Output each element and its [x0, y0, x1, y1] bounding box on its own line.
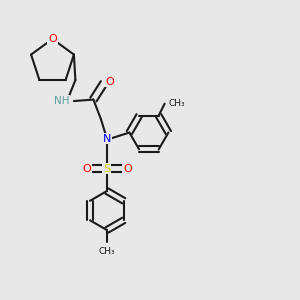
Text: O: O — [48, 34, 57, 44]
Text: NH: NH — [54, 96, 70, 106]
Text: O: O — [105, 76, 114, 86]
Text: N: N — [103, 134, 111, 143]
Text: CH₃: CH₃ — [168, 99, 185, 108]
Text: O: O — [82, 164, 91, 173]
Text: O: O — [123, 164, 132, 173]
Text: S: S — [103, 164, 110, 173]
Text: CH₃: CH₃ — [99, 248, 115, 256]
